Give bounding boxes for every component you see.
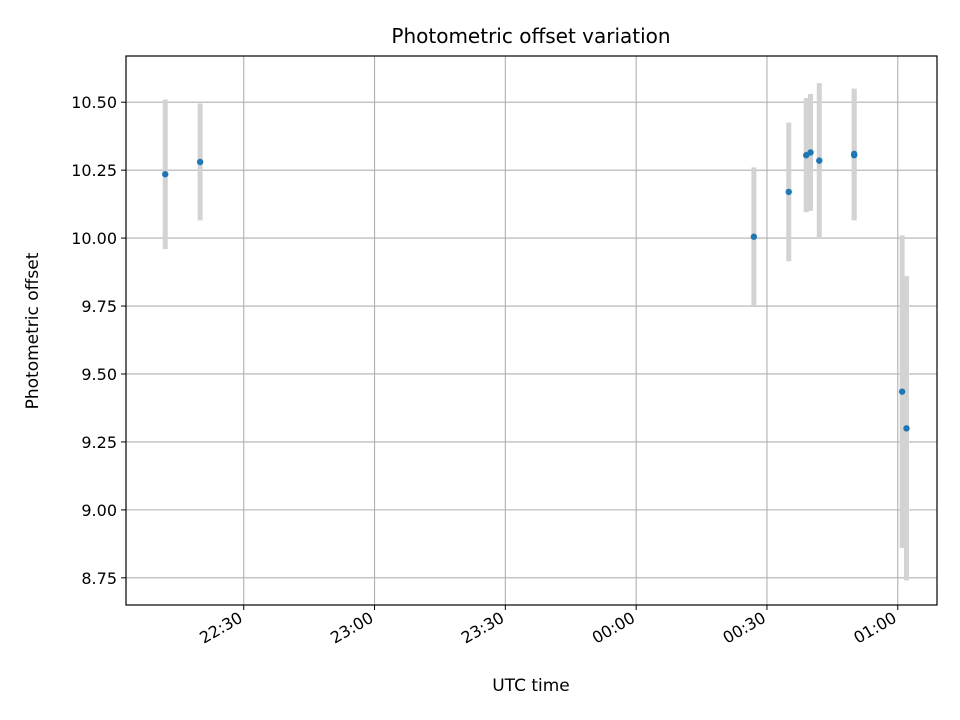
y-axis-label: Photometric offset [23,252,43,409]
y-tick-label: 10.25 [71,161,117,180]
data-point [807,149,814,156]
grid [126,56,937,605]
y-tick-label: 10.00 [71,229,117,248]
chart-title: Photometric offset variation [391,24,670,48]
data-point [898,388,906,395]
data-point [196,158,204,166]
data-point [903,425,910,432]
y-tick-label: 9.75 [81,297,117,316]
y-axis-ticks: 8.75 9.00 9.25 9.50 9.75 10.00 10.25 10.50 [71,93,126,588]
data-point [750,233,758,240]
data-point [785,188,792,196]
data-point [816,157,823,164]
y-tick-label: 10.50 [71,93,117,112]
data-points [162,149,910,432]
y-tick-label: 9.25 [81,433,117,452]
plot-frame [125,55,938,606]
y-tick-label: 8.75 [81,569,117,588]
y-tick-label: 9.50 [81,365,117,384]
data-point [162,171,169,178]
y-tick-label: 9.00 [81,501,117,520]
x-axis-label: UTC time [492,676,570,696]
data-point [850,150,858,158]
